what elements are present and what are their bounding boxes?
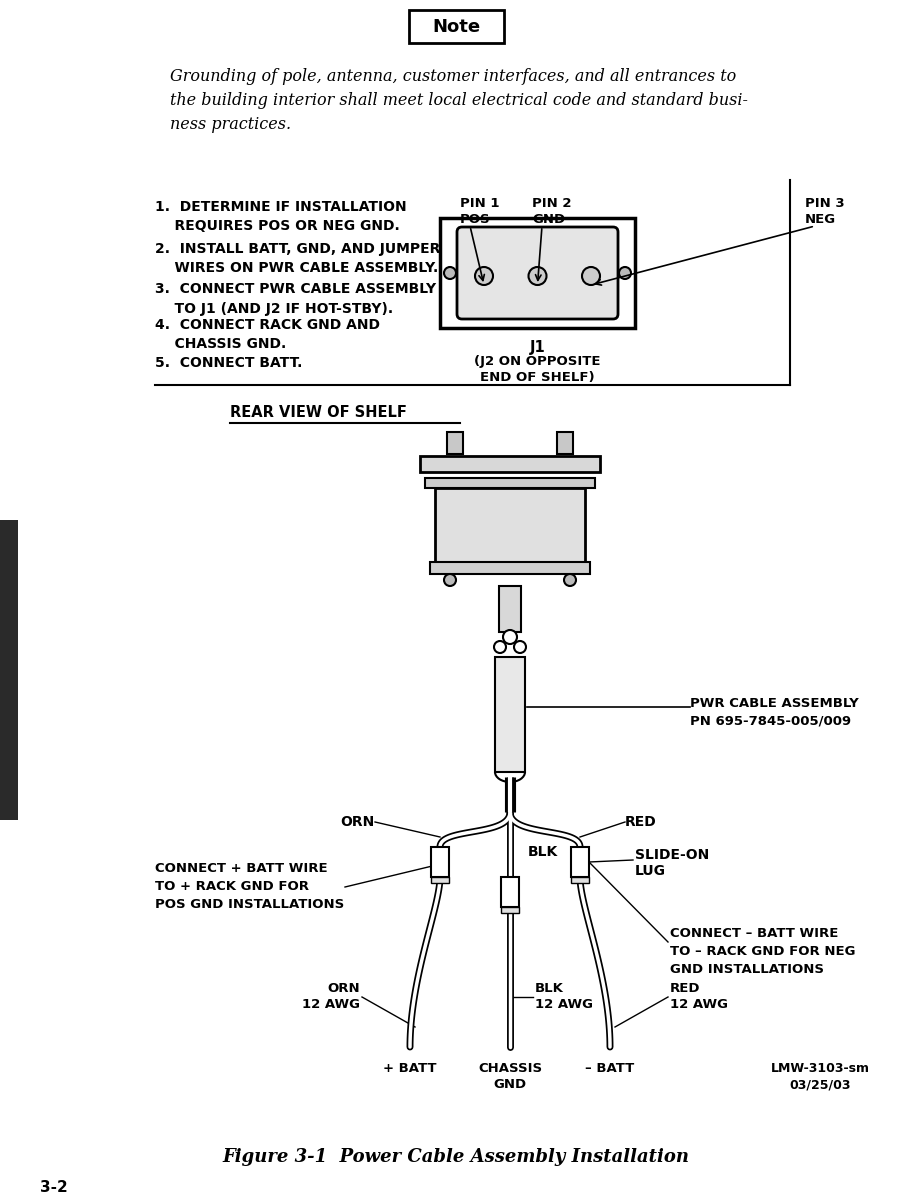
Text: 5.  CONNECT BATT.: 5. CONNECT BATT.	[155, 355, 302, 370]
Text: 1.  DETERMINE IF INSTALLATION
    REQUIRES POS OR NEG GND.: 1. DETERMINE IF INSTALLATION REQUIRES PO…	[155, 201, 406, 233]
Circle shape	[444, 267, 456, 279]
Circle shape	[494, 641, 506, 653]
Text: Figure 3-1  Power Cable Assembly Installation: Figure 3-1 Power Cable Assembly Installa…	[223, 1148, 689, 1166]
Bar	[0, 520, 18, 820]
Text: (J2 ON OPPOSITE: (J2 ON OPPOSITE	[474, 355, 601, 368]
Bar	[431, 877, 449, 883]
Text: LUG: LUG	[635, 864, 666, 878]
Circle shape	[529, 267, 547, 285]
Text: SLIDE-ON: SLIDE-ON	[635, 848, 709, 862]
Bar	[425, 478, 595, 488]
Text: – BATT: – BATT	[585, 1062, 635, 1075]
Bar	[501, 907, 519, 913]
Bar	[408, 10, 503, 43]
Text: NEG: NEG	[805, 213, 836, 226]
Text: RED
12 AWG: RED 12 AWG	[670, 982, 728, 1011]
Text: 2.  INSTALL BATT, GND, AND JUMPER
    WIRES ON PWR CABLE ASSEMBLY.: 2. INSTALL BATT, GND, AND JUMPER WIRES O…	[155, 241, 440, 275]
Bar	[501, 877, 519, 907]
Text: 3.  CONNECT PWR CABLE ASSEMBLY
    TO J1 (AND J2 IF HOT-STBY).: 3. CONNECT PWR CABLE ASSEMBLY TO J1 (AND…	[155, 282, 436, 316]
Text: CHASSIS
GND: CHASSIS GND	[477, 1062, 542, 1091]
Bar	[499, 586, 521, 632]
Circle shape	[582, 267, 600, 285]
Text: POS: POS	[460, 213, 490, 226]
Circle shape	[564, 574, 576, 586]
Bar	[447, 432, 463, 454]
Text: 4.  CONNECT RACK GND AND
    CHASSIS GND.: 4. CONNECT RACK GND AND CHASSIS GND.	[155, 318, 380, 352]
Text: Note: Note	[432, 18, 480, 36]
Text: PIN 1: PIN 1	[460, 197, 499, 210]
Bar	[420, 456, 600, 472]
Text: PN 695-7845-005/009: PN 695-7845-005/009	[690, 715, 851, 727]
Text: J1: J1	[530, 340, 545, 355]
Bar	[571, 847, 589, 877]
Bar	[431, 847, 449, 877]
Text: PWR CABLE ASSEMBLY: PWR CABLE ASSEMBLY	[690, 697, 859, 710]
Text: PIN 3: PIN 3	[805, 197, 845, 210]
Circle shape	[475, 267, 493, 285]
Bar	[440, 219, 635, 328]
Text: CONNECT – BATT WIRE
TO – RACK GND FOR NEG
GND INSTALLATIONS: CONNECT – BATT WIRE TO – RACK GND FOR NE…	[670, 927, 855, 976]
Text: REAR VIEW OF SHELF: REAR VIEW OF SHELF	[230, 405, 407, 420]
Text: 3-2: 3-2	[40, 1181, 68, 1195]
Text: BLK
12 AWG: BLK 12 AWG	[535, 982, 593, 1011]
Text: GND: GND	[532, 213, 565, 226]
Text: CONNECT + BATT WIRE
TO + RACK GND FOR
POS GND INSTALLATIONS: CONNECT + BATT WIRE TO + RACK GND FOR PO…	[155, 862, 344, 912]
Bar	[430, 562, 590, 574]
Circle shape	[514, 641, 526, 653]
Text: BLK: BLK	[528, 846, 558, 859]
Text: PIN 2: PIN 2	[532, 197, 572, 210]
Bar	[495, 657, 525, 772]
Circle shape	[619, 267, 631, 279]
Circle shape	[444, 574, 456, 586]
Text: END OF SHELF): END OF SHELF)	[480, 371, 594, 384]
Text: ness practices.: ness practices.	[170, 116, 291, 133]
Text: Grounding of pole, antenna, customer interfaces, and all entrances to: Grounding of pole, antenna, customer int…	[170, 68, 736, 85]
Text: LMW-3103-sm
03/25/03: LMW-3103-sm 03/25/03	[771, 1062, 869, 1092]
Bar	[571, 877, 589, 883]
Text: + BATT: + BATT	[383, 1062, 436, 1075]
Text: ORN
12 AWG: ORN 12 AWG	[302, 982, 360, 1011]
Bar	[435, 488, 585, 562]
Bar	[557, 432, 573, 454]
Text: RED: RED	[625, 815, 656, 829]
Circle shape	[503, 631, 517, 644]
FancyBboxPatch shape	[457, 227, 618, 319]
Text: the building interior shall meet local electrical code and standard busi-: the building interior shall meet local e…	[170, 92, 748, 109]
Text: ORN: ORN	[340, 815, 374, 829]
